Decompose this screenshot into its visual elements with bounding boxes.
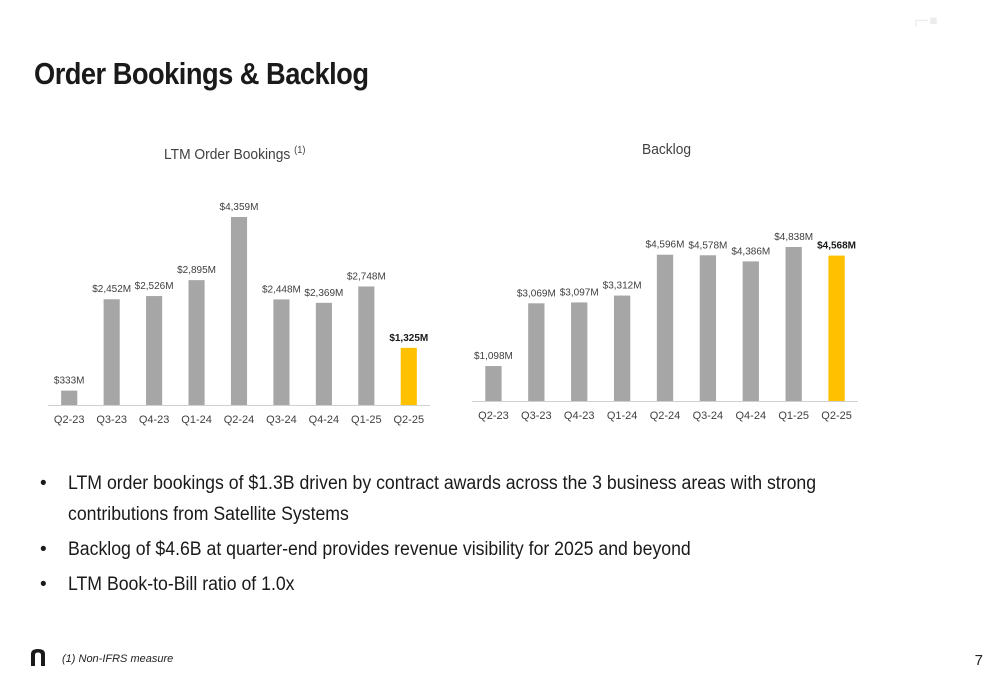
x-tick-label: Q1-25 bbox=[351, 414, 382, 426]
x-tick-label: Q1-24 bbox=[607, 410, 638, 422]
x-tick-label: Q2-25 bbox=[393, 414, 424, 426]
bar-q3-23 bbox=[528, 303, 545, 401]
data-label: $4,359M bbox=[220, 202, 259, 213]
bar-q3-24 bbox=[699, 255, 717, 401]
data-label: $2,748M bbox=[347, 271, 386, 282]
x-tick-label: Q2-23 bbox=[54, 414, 85, 426]
x-tick-label: Q2-24 bbox=[224, 414, 255, 426]
data-label: $4,838M bbox=[774, 232, 813, 243]
bar-q4-23 bbox=[571, 302, 588, 401]
data-label: $4,568M bbox=[817, 241, 856, 252]
bookings-chart-title-wrap: LTM Order Bookings (1) bbox=[164, 145, 305, 163]
x-tick-label: Q4-24 bbox=[309, 414, 340, 426]
bar-q1-25 bbox=[785, 247, 802, 401]
x-tick-label: Q3-24 bbox=[693, 410, 724, 422]
bar-q1-24 bbox=[613, 295, 631, 401]
data-label: $2,895M bbox=[177, 265, 216, 276]
bullet-text: Backlog of $4.6B at quarter-end provides… bbox=[68, 539, 691, 560]
x-tick-label: Q4-24 bbox=[735, 410, 766, 422]
bar-q2-23 bbox=[61, 390, 78, 405]
data-label: $2,448M bbox=[262, 284, 301, 295]
summary-bullet-list: • LTM order bookings of $1.3B driven by … bbox=[38, 468, 858, 604]
bullet-text: LTM order bookings of $1.3B driven by co… bbox=[68, 473, 817, 525]
bar-q4-24 bbox=[315, 302, 332, 405]
x-tick-label: Q3-24 bbox=[266, 414, 297, 426]
data-label: $3,097M bbox=[560, 287, 599, 298]
x-tick-label: Q2-24 bbox=[650, 410, 681, 422]
bar-q4-24 bbox=[742, 261, 759, 401]
x-tick-label: Q2-25 bbox=[821, 410, 852, 422]
bullet-dot: • bbox=[40, 574, 47, 595]
x-tick-label: Q3-23 bbox=[96, 414, 127, 426]
x-tick-label: Q1-25 bbox=[778, 410, 809, 422]
backlog-chart: $1,098M Q2-23 $3,069M Q3-23 $3,097M Q4-23 $3,3… bbox=[472, 232, 858, 422]
x-tick-label: Q2-23 bbox=[478, 410, 509, 422]
bullet-dot: • bbox=[40, 473, 47, 494]
x-tick-label: Q4-23 bbox=[564, 410, 595, 422]
bookings-chart-footnote-ref: (1) bbox=[294, 145, 306, 156]
data-label: $2,526M bbox=[135, 281, 174, 292]
data-label: $4,596M bbox=[646, 240, 685, 251]
data-label: $2,369M bbox=[304, 288, 343, 299]
data-label: $1,325M bbox=[389, 333, 428, 344]
bar-q2-25 bbox=[400, 347, 417, 405]
bar-q2-25 bbox=[828, 255, 845, 401]
bar-q2-23 bbox=[485, 366, 502, 401]
data-label: $3,312M bbox=[603, 281, 642, 292]
backlog-chart-title-wrap: Backlog bbox=[642, 141, 691, 158]
bookings-chart: $333M Q2-23 $2,452M Q3-23 $2,526M Q4-23 $2,895… bbox=[48, 202, 430, 426]
data-label: $4,578M bbox=[688, 240, 727, 251]
page-title: Order Bookings & Backlog bbox=[34, 56, 369, 91]
x-tick-label: Q3-23 bbox=[521, 410, 552, 422]
bookings-chart-title: LTM Order Bookings bbox=[164, 146, 291, 163]
data-label: $333M bbox=[54, 376, 85, 387]
data-label: $4,386M bbox=[731, 246, 770, 257]
x-tick-label: Q1-24 bbox=[181, 414, 212, 426]
bar-q3-24 bbox=[273, 299, 290, 405]
bar-q1-25 bbox=[358, 286, 375, 405]
bar-q2-24 bbox=[656, 254, 674, 401]
backlog-chart-title: Backlog bbox=[642, 141, 692, 158]
bar-q3-23 bbox=[103, 299, 120, 405]
x-tick-label: Q4-23 bbox=[139, 414, 170, 426]
data-label: $1,098M bbox=[474, 351, 513, 362]
footnote: (1) Non-IFRS measure bbox=[62, 653, 174, 665]
bullet-text: LTM Book-to-Bill ratio of 1.0x bbox=[68, 574, 295, 595]
data-label: $2,452M bbox=[92, 284, 131, 295]
watermark-mark: ⌐▪ bbox=[914, 6, 938, 35]
bullet-item: • LTM order bookings of $1.3B driven by … bbox=[38, 468, 858, 530]
page-number: 7 bbox=[974, 652, 983, 669]
company-logo-icon bbox=[31, 649, 45, 666]
data-label: $3,069M bbox=[517, 288, 556, 299]
bullet-dot: • bbox=[40, 539, 47, 560]
bullet-item: • Backlog of $4.6B at quarter-end provid… bbox=[38, 534, 858, 565]
bar-q1-24 bbox=[188, 280, 205, 405]
bullet-item: • LTM Book-to-Bill ratio of 1.0x bbox=[38, 569, 858, 600]
bar-q4-23 bbox=[146, 296, 163, 405]
bar-q2-24 bbox=[230, 217, 248, 405]
